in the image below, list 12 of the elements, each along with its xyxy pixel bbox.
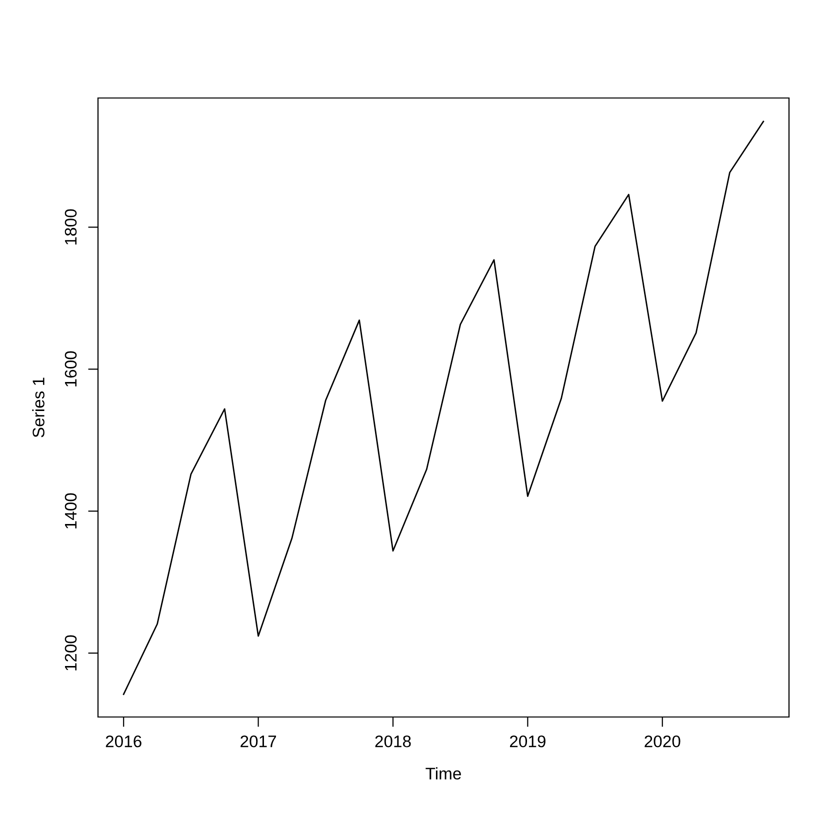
x-tick-label: 2018: [375, 735, 411, 748]
line-series: [122, 120, 764, 695]
x-tick-label: 2017: [240, 735, 276, 748]
y-axis-title: Series 1: [32, 378, 44, 438]
x-tick-label: 2016: [106, 735, 142, 748]
x-tick-label: 2020: [644, 735, 680, 748]
x-tick-label: 2019: [510, 735, 546, 748]
y-tick-label: 1600: [64, 351, 77, 386]
y-tick-label: 1200: [64, 635, 77, 670]
y-tick-label: 1400: [64, 493, 77, 528]
x-axis-title: Time: [426, 767, 461, 780]
y-tick-label: 1800: [64, 209, 77, 244]
